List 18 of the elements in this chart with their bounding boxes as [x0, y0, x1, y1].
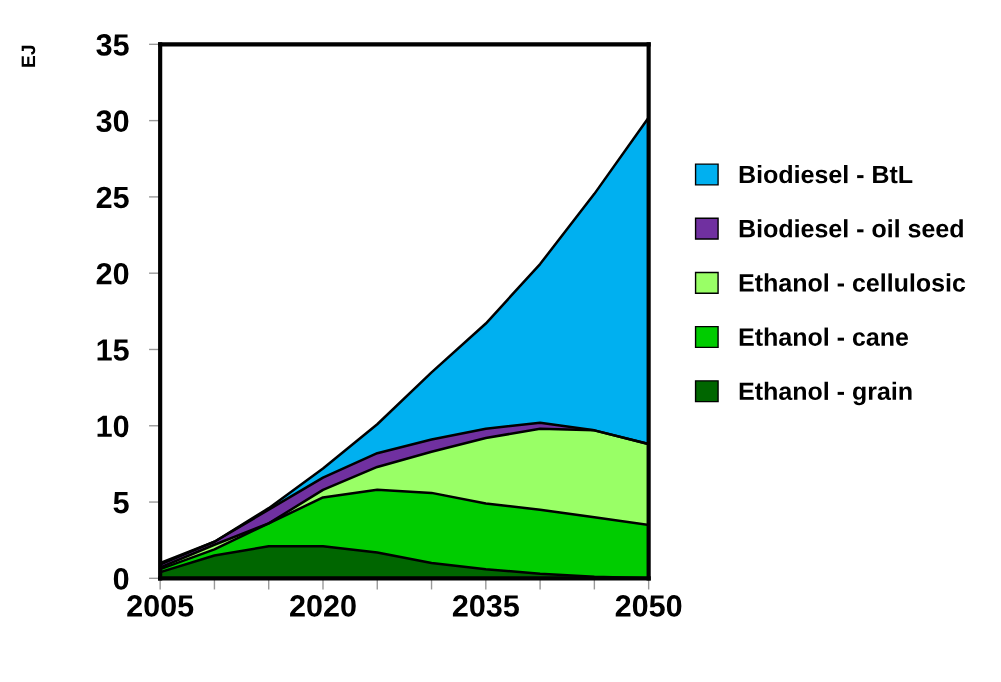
x-tick-label: 2035 [452, 595, 519, 617]
y-tick-label: 20 [96, 262, 129, 285]
x-tick-label: 2050 [615, 595, 682, 617]
y-tick-label: 35 [96, 34, 129, 56]
y-tick-label: 25 [96, 186, 129, 209]
y-tick-label: 15 [97, 339, 129, 361]
y-tick-label: 30 [96, 110, 129, 133]
legend-label: Ethanol - grain [739, 381, 912, 406]
legend-label: Ethanol - cane [739, 327, 909, 346]
y-tick-label: 10 [97, 415, 129, 438]
x-tick-label: 2020 [290, 595, 356, 617]
legend-label: Biodiesel - oil seed [739, 219, 963, 238]
y-axis-title: EJ [21, 45, 36, 67]
legend-label: Ethanol - cellulosic [739, 273, 966, 292]
legend-label: Biodiesel - BtL [739, 164, 913, 184]
x-tick-label: 2005 [127, 595, 194, 617]
y-tick-label: 5 [113, 492, 129, 514]
y-tick-label: 0 [113, 568, 129, 590]
